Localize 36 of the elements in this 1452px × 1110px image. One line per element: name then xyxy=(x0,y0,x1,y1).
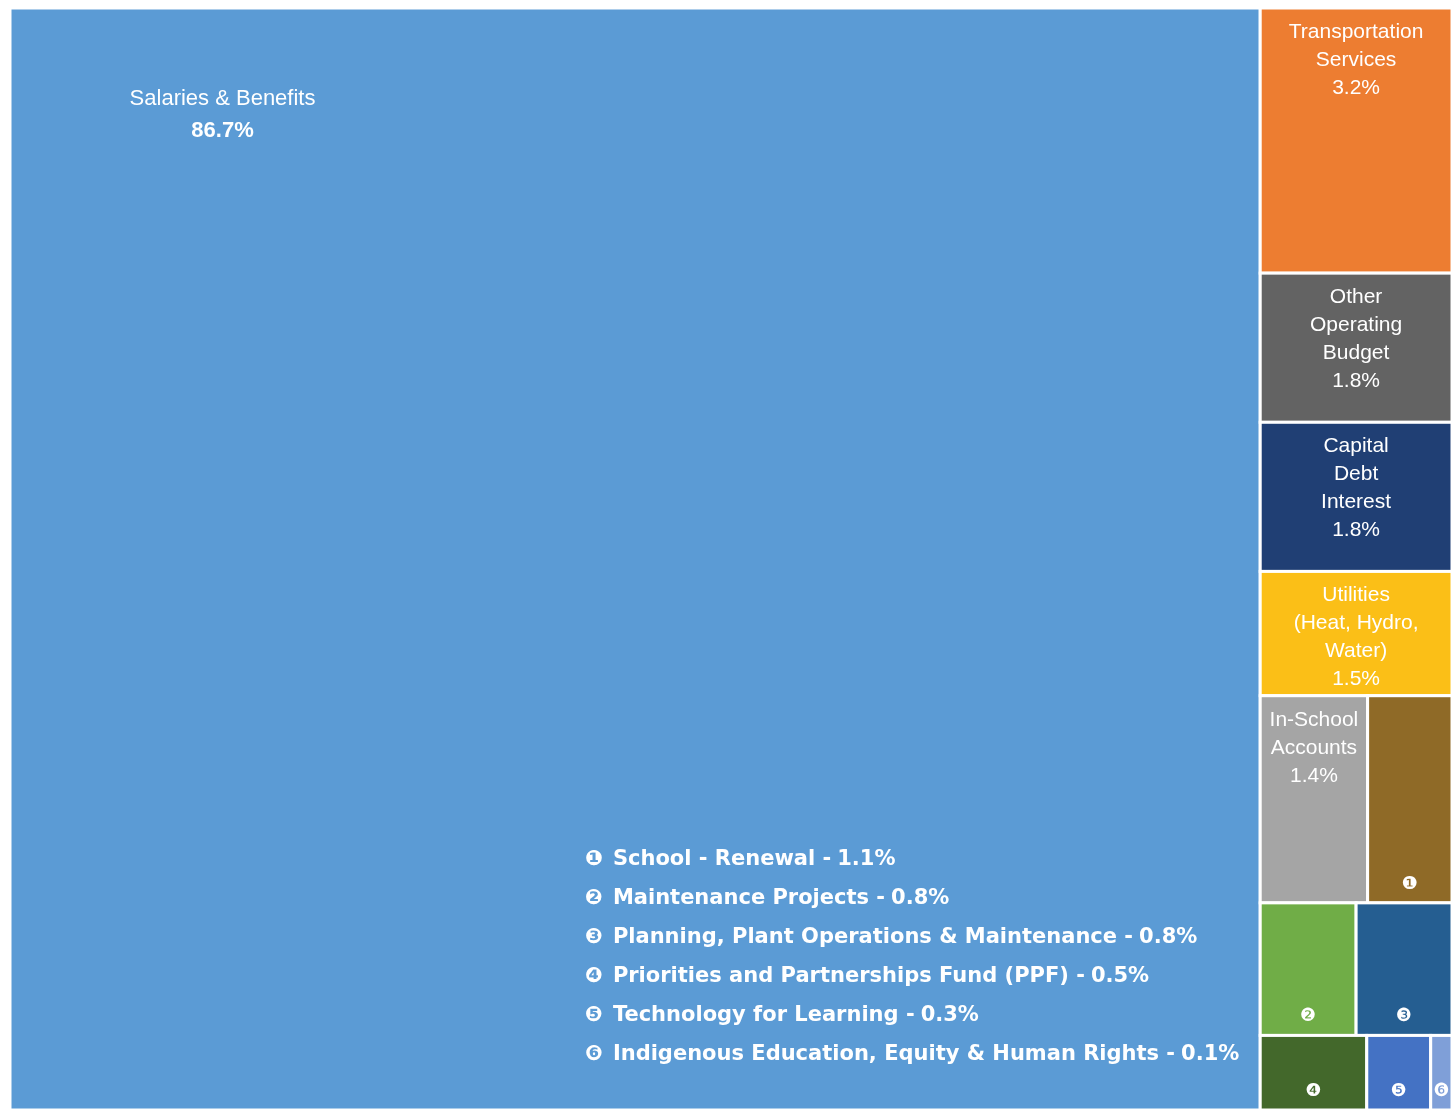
category-label: ❻ xyxy=(1433,1079,1450,1100)
category-label: ❺ xyxy=(585,1002,603,1026)
category-label: ❸ xyxy=(585,924,603,948)
category-label: ❺ xyxy=(1390,1079,1407,1100)
text: Maintenance Projects - xyxy=(612,885,886,909)
data-label: 1.4% xyxy=(1289,762,1338,786)
category-label: ❶ xyxy=(1401,871,1418,893)
data-label: 1.8% xyxy=(1332,517,1381,541)
text: Planning, Plant Operations & Maintenance - xyxy=(612,924,1134,948)
category-label: Other Operating Budget xyxy=(1309,284,1403,364)
text: Priorities and Partnerships Fund (PPF) - xyxy=(612,963,1085,987)
data-label: 1.5% xyxy=(1332,666,1381,690)
text: School - Renewal - xyxy=(612,846,832,870)
data-label: 0.5% xyxy=(1090,963,1150,987)
category-label: ❹ xyxy=(1305,1079,1322,1100)
category-label: Salaries & Benefits xyxy=(129,85,316,110)
category-label: Transportation Services xyxy=(1288,19,1424,70)
text: Indigenous Education, Equity & Human Rights - xyxy=(612,1041,1176,1065)
category-label: ❸ xyxy=(1395,1004,1413,1026)
data-label: 0.3% xyxy=(920,1002,979,1026)
text: Technology for Learning - xyxy=(612,1002,915,1026)
category-label: ❹ xyxy=(585,963,603,987)
data-label: 0.1% xyxy=(1181,1041,1240,1065)
category-label: ❻ xyxy=(585,1041,603,1065)
category-label: ❷ xyxy=(1300,1004,1317,1026)
category-label: ❶ xyxy=(585,846,603,870)
category-label: ❷ xyxy=(585,885,603,909)
data-label: 0.8% xyxy=(891,885,950,909)
category-label: Capital Debt Interest xyxy=(1321,433,1392,513)
category-label: In-School Accounts xyxy=(1269,706,1359,758)
category-label: Utilities (Heat, Hydro, Water) xyxy=(1293,582,1419,662)
data-label: 1.8% xyxy=(1332,368,1381,392)
data-label: 86.7% xyxy=(191,117,254,142)
data-label: 1.1% xyxy=(837,846,896,870)
data-label: 0.8% xyxy=(1139,924,1198,948)
data-label: 3.2% xyxy=(1332,75,1381,98)
